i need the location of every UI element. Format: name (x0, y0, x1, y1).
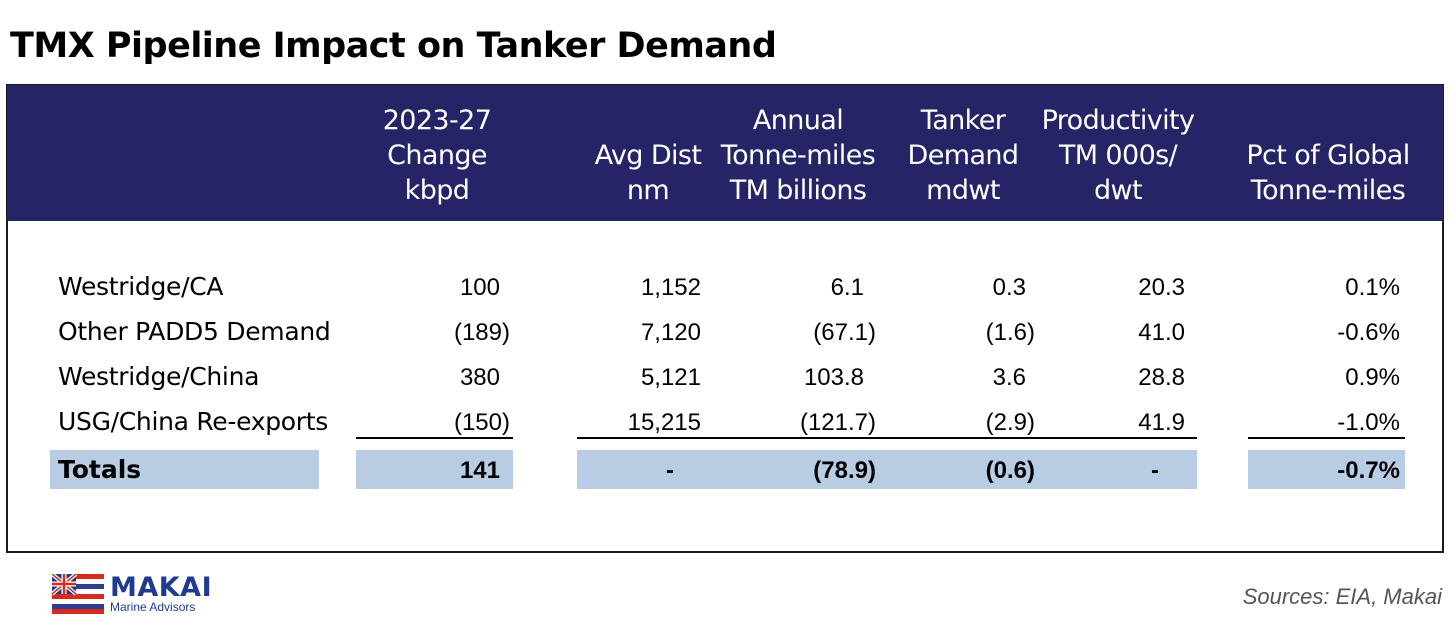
subtotal-rule (356, 437, 513, 439)
cell-tanker-demand: (2.9) (985, 409, 1035, 436)
logo-tagline: Marine Advisors (110, 600, 196, 614)
cell-productivity: 20.3 (1138, 274, 1185, 301)
cell-change: 100 (459, 274, 500, 301)
cell-tonne-miles: 6.1 (830, 274, 864, 301)
header-change: 2023-27 Change kbpd (382, 105, 492, 206)
table-header (7, 85, 1443, 221)
cell-tonne-miles: 103.8 (803, 364, 864, 391)
total-avg-dist: - (666, 457, 674, 484)
cell-tanker-demand: 0.3 (992, 274, 1026, 301)
subtotal-rule (1248, 437, 1405, 439)
cell-tanker-demand: 3.6 (992, 364, 1026, 391)
total-productivity: - (1151, 457, 1159, 484)
totals-label: Totals (58, 455, 142, 484)
total-tanker-demand: (0.6) (985, 457, 1035, 484)
cell-avg-dist: 15,215 (627, 409, 701, 436)
total-pct-global: -0.7% (1337, 457, 1400, 484)
cell-avg-dist: 7,120 (640, 319, 701, 346)
header-avg-dist: Avg Dist nm (594, 140, 702, 206)
row-label: USG/China Re-exports (58, 407, 328, 436)
page-title: TMX Pipeline Impact on Tanker Demand (10, 26, 777, 66)
row-label: Westridge/China (58, 362, 260, 391)
cell-change: (189) (453, 319, 510, 346)
cell-tonne-miles: (121.7) (799, 409, 876, 436)
totals-label-box (50, 450, 319, 489)
totals-change-box (356, 450, 513, 489)
subtotal-rule (577, 437, 1197, 439)
cell-tonne-miles: (67.1) (813, 319, 876, 346)
row-label: Other PADD5 Demand (58, 317, 331, 346)
total-tonne-miles: (78.9) (813, 457, 876, 484)
source-note: Sources: EIA, Makai (1242, 584, 1442, 609)
header-tonne-miles: Annual Tonne-miles TM billions (720, 105, 876, 206)
totals-metrics-box (577, 450, 1197, 489)
cell-avg-dist: 1,152 (640, 274, 701, 301)
header-tanker-demand: Tanker Demand mdwt (907, 105, 1020, 206)
cell-pct-global: -1.0% (1337, 409, 1400, 436)
cell-change: 380 (459, 364, 500, 391)
cell-avg-dist: 5,121 (640, 364, 701, 391)
cell-productivity: 41.0 (1138, 319, 1185, 346)
header-pct-global: Pct of Global Tonne-miles (1246, 140, 1410, 206)
total-change: 141 (459, 457, 500, 484)
header-productivity: Productivity TM 000s/dwt (1041, 105, 1195, 206)
hawaii-flag-icon (52, 574, 104, 614)
cell-change: (150) (453, 409, 510, 436)
logo-name: MAKAI (110, 572, 213, 603)
row-label: Westridge/CA (58, 272, 224, 301)
cell-tanker-demand: (1.6) (985, 319, 1035, 346)
cell-productivity: 41.9 (1138, 409, 1185, 436)
cell-pct-global: 0.9% (1345, 364, 1400, 391)
cell-pct-global: 0.1% (1345, 274, 1400, 301)
cell-pct-global: -0.6% (1337, 319, 1400, 346)
totals-pct-box (1248, 450, 1405, 489)
cell-productivity: 28.8 (1138, 364, 1185, 391)
